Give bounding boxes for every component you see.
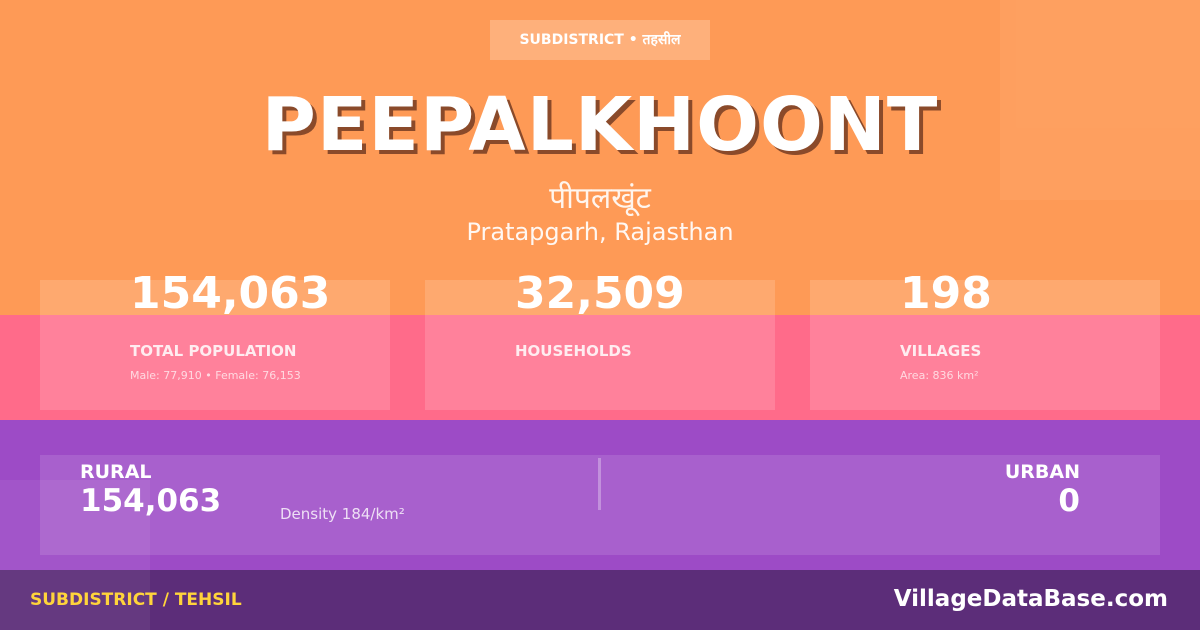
urban-value: 0 bbox=[1058, 483, 1080, 519]
stat-sub: Male: 77,910 • Female: 76,153 bbox=[130, 369, 301, 382]
decorative-square bbox=[0, 480, 150, 630]
site-brand[interactable]: VillageDataBase.com bbox=[893, 586, 1168, 612]
rural-urban-panel: RURAL 154,063 Density 184/km² URBAN 0 bbox=[40, 455, 1160, 555]
type-badge: SUBDISTRICT • तहसील bbox=[490, 20, 710, 60]
stat-label: TOTAL POPULATION bbox=[130, 342, 297, 360]
decorative-square bbox=[1000, 0, 1200, 200]
rural-label: RURAL bbox=[80, 461, 152, 483]
stat-label: HOUSEHOLDS bbox=[515, 342, 632, 360]
location: Pratapgarh, Rajasthan bbox=[466, 218, 734, 246]
stat-label: VILLAGES bbox=[900, 342, 982, 360]
rural-urban-band bbox=[0, 420, 1200, 570]
stat-value: 32,509 bbox=[515, 268, 685, 319]
stat-value: 198 bbox=[900, 268, 992, 319]
urban-label: URBAN bbox=[1004, 461, 1080, 483]
footer-band bbox=[0, 570, 1200, 630]
stat-card-villages: 198 VILLAGES Area: 836 km² bbox=[810, 268, 1160, 410]
footer-category: SUBDISTRICT / TEHSIL bbox=[30, 590, 242, 610]
density: Density 184/km² bbox=[280, 505, 405, 523]
page-title: PEEPALKHOONT bbox=[261, 82, 939, 168]
rural-value: 154,063 bbox=[80, 483, 222, 519]
header-band bbox=[0, 0, 1200, 315]
stat-card-households: 32,509 HOUSEHOLDS bbox=[425, 268, 775, 410]
hindi-title: पीपलखूंट bbox=[549, 181, 651, 216]
stat-sub: Area: 836 km² bbox=[900, 369, 979, 382]
stats-band bbox=[0, 315, 1200, 420]
stat-value: 154,063 bbox=[130, 268, 331, 319]
divider bbox=[598, 458, 601, 510]
stat-card-population: 154,063 TOTAL POPULATION Male: 77,910 • … bbox=[40, 268, 390, 410]
